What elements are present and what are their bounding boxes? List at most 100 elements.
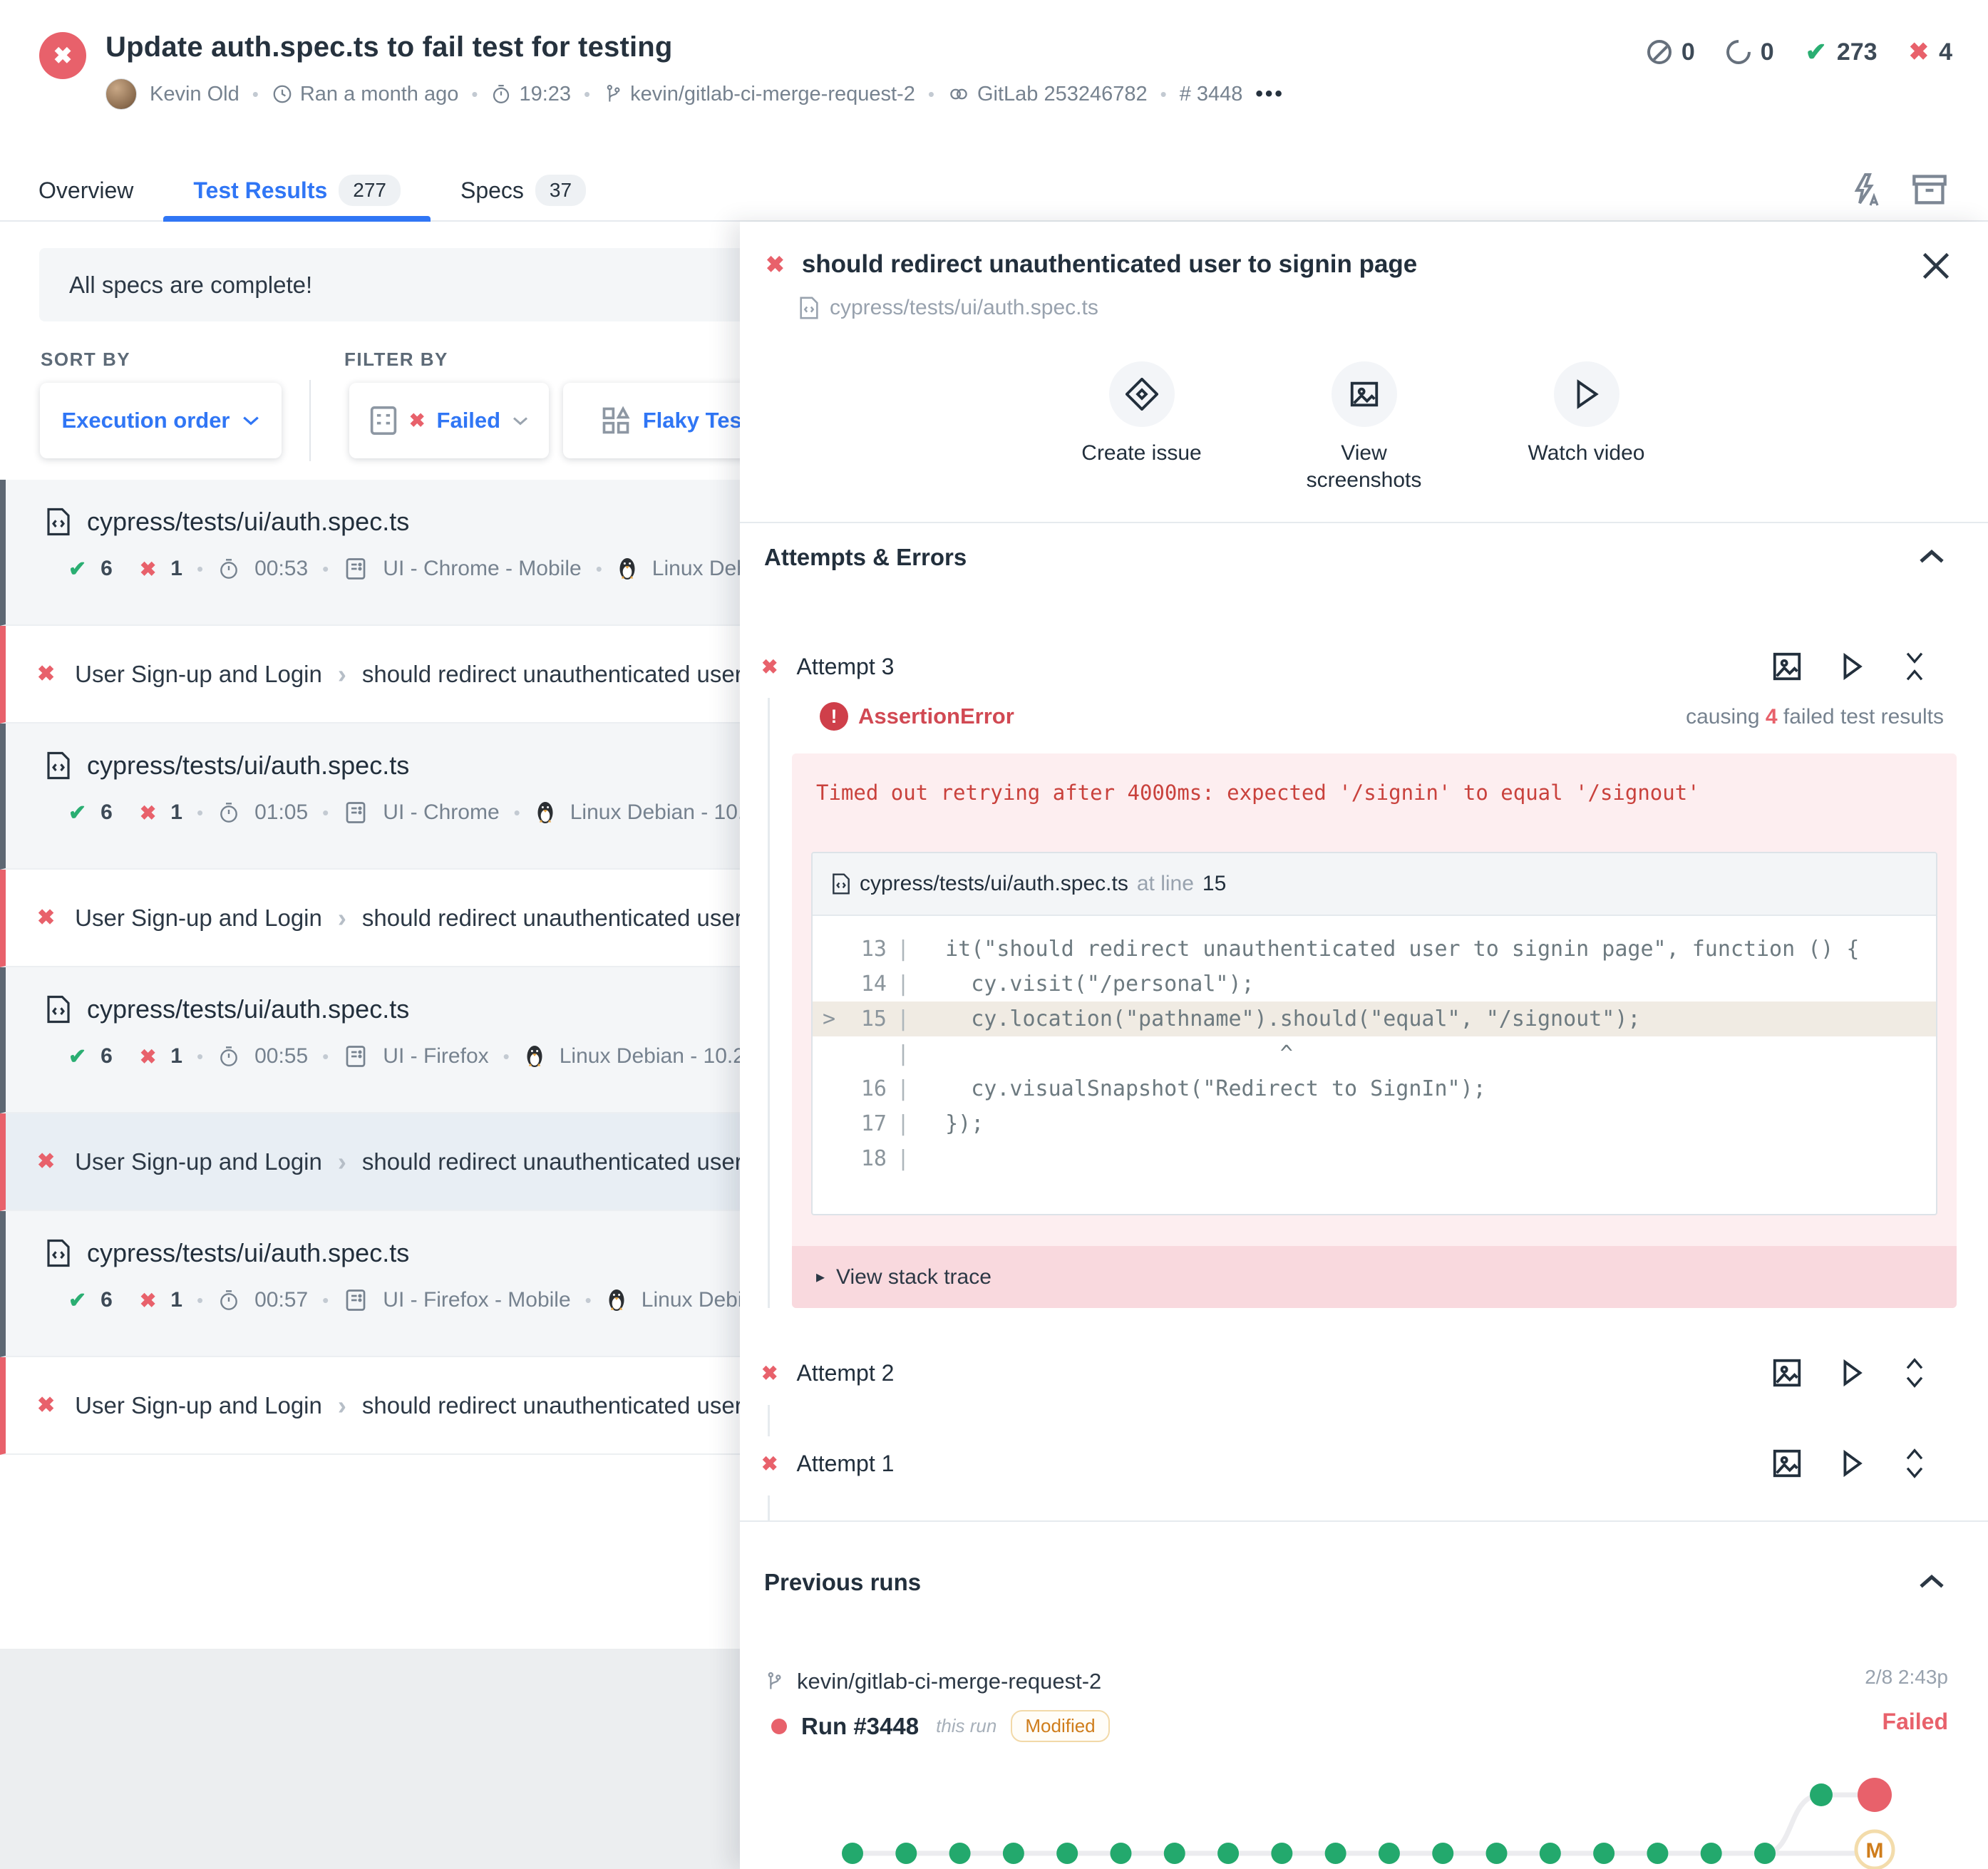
passed-run-dot[interactable] (1754, 1843, 1776, 1864)
ci-provider: GitLab 253246782 (947, 83, 1148, 106)
test-row[interactable]: ✖ User Sign-up and Login › should redire… (0, 1357, 740, 1455)
tab-bar: Overview Test Results 277 Specs 37 (0, 160, 1988, 222)
create-issue-button[interactable]: Create issue (1071, 361, 1213, 493)
attempt-connector-line (768, 1405, 770, 1436)
attempt-3-row[interactable]: ✖ Attempt 3 (761, 644, 1966, 689)
viewport-icon (346, 1046, 366, 1067)
failed-x-icon: ✖ (139, 1289, 157, 1312)
passed-run-dot[interactable] (1485, 1843, 1508, 1864)
close-icon[interactable] (1920, 250, 1954, 284)
spec-row[interactable]: cypress/tests/ui/auth.spec.ts ✔ 6 ✖ 1 • 00… (0, 1211, 740, 1357)
spec-row[interactable]: cypress/tests/ui/auth.spec.ts ✔ 6 ✖ 1 • 00… (0, 967, 740, 1113)
dot-separator: • (196, 1289, 204, 1311)
filter-flaky-button[interactable]: Flaky Tests (563, 383, 740, 458)
passed-run-dot[interactable] (1647, 1843, 1669, 1864)
passed-run-dot[interactable] (1002, 1843, 1024, 1864)
filter-by-label: FILTER BY (344, 349, 448, 370)
screenshots-icon[interactable] (1771, 650, 1803, 683)
link-icon (950, 88, 967, 100)
play-icon[interactable] (1838, 650, 1866, 683)
passed-run-dot[interactable] (1810, 1783, 1833, 1806)
test-detail-panel: ✖ should redirect unauthenticated user t… (740, 222, 1988, 1869)
watch-video-button[interactable]: Watch video (1515, 361, 1658, 493)
spec-file-icon (800, 297, 818, 319)
screenshots-icon[interactable] (1771, 1356, 1803, 1389)
breadcrumb-chevron-icon: › (337, 1146, 346, 1176)
code-line: 17 | }); (860, 1111, 984, 1136)
passed-run-dot[interactable] (1593, 1843, 1615, 1864)
dot-separator: • (584, 1289, 592, 1311)
current-failed-run-dot[interactable] (1858, 1778, 1892, 1812)
flash-auto-icon[interactable] (1848, 172, 1883, 209)
branch-icon (607, 85, 620, 102)
passed-run-dot[interactable] (1700, 1843, 1722, 1864)
view-screenshots-button[interactable]: View screenshots (1293, 361, 1436, 493)
failed-x-icon: ✖ (1908, 38, 1930, 66)
test-title: should redirect unauthenticated user to … (801, 250, 1418, 278)
collapse-icon[interactable] (1900, 650, 1929, 683)
play-icon[interactable] (1838, 1447, 1866, 1480)
clock-icon (273, 85, 292, 103)
tab-test-results[interactable]: Test Results 277 (163, 160, 431, 222)
passed-check-icon: ✔ (1805, 37, 1827, 66)
archive-icon[interactable] (1911, 173, 1948, 207)
code-line: >15 | cy.location("pathname").should("equ… (813, 1002, 1936, 1036)
passed-run-dot[interactable] (1056, 1843, 1078, 1864)
branch-name: kevin/gitlab-ci-merge-request-2 (603, 83, 915, 106)
test-row[interactable]: ✖ User Sign-up and Login › should redire… (0, 626, 740, 724)
error-message: Timed out retrying after 4000ms: expecte… (816, 781, 1700, 805)
play-icon[interactable] (1838, 1356, 1866, 1389)
test-row[interactable]: ✖ User Sign-up and Login › should redire… (0, 1113, 740, 1211)
passed-run-dot[interactable] (1432, 1843, 1454, 1864)
run-header: ✖ Update auth.spec.ts to fail test for t… (0, 0, 1988, 160)
run-link[interactable]: Run #3448 (801, 1712, 920, 1739)
stopwatch-icon (220, 559, 237, 579)
passed-run-dot[interactable] (842, 1843, 863, 1864)
passed-run-dot[interactable] (1378, 1843, 1400, 1864)
passed-run-dot[interactable] (1163, 1843, 1185, 1864)
divider (740, 522, 1988, 523)
dot-separator: • (513, 801, 520, 823)
sort-order-dropdown[interactable]: Execution order (40, 383, 282, 458)
spec-row[interactable]: cypress/tests/ui/auth.spec.ts ✔ 6 ✖ 1 • 00… (0, 480, 740, 626)
expand-icon[interactable] (1900, 1356, 1929, 1389)
filter-failed-button[interactable]: ✖ Failed (349, 383, 549, 458)
passed-run-dot[interactable] (1539, 1843, 1561, 1864)
tab-specs[interactable]: Specs 37 (431, 160, 616, 220)
code-frame: cypress/tests/ui/auth.spec.ts at line 15… (811, 852, 1937, 1215)
error-icon: ! (820, 702, 848, 731)
attempt-3-actions (1771, 650, 1929, 683)
passed-check-icon: ✔ (68, 1288, 87, 1312)
failed-x-icon: ✖ (408, 409, 426, 431)
attempt-1-row[interactable]: ✖ Attempt 1 (761, 1441, 1966, 1486)
dot-separator: • (1160, 83, 1167, 105)
spec-row[interactable]: cypress/tests/ui/auth.spec.ts ✔ 6 ✖ 1 • 01… (0, 724, 740, 870)
play-icon (1577, 379, 1599, 409)
attempt-2-row[interactable]: ✖ Attempt 2 (761, 1350, 1966, 1396)
tab-overview[interactable]: Overview (38, 177, 134, 203)
spec-file-icon (833, 873, 850, 895)
previous-run-row[interactable]: Run #3448 this run Modified (771, 1710, 1110, 1742)
dot-separator: • (196, 557, 204, 580)
passed-run-dot[interactable] (1217, 1843, 1240, 1864)
more-actions-button[interactable]: ••• (1255, 82, 1284, 105)
linux-penguin-icon (609, 1289, 624, 1311)
previous-runs-heading: Previous runs (764, 1569, 922, 1595)
avatar (105, 78, 137, 110)
view-stack-trace-button[interactable]: ▸ View stack trace (792, 1246, 1957, 1308)
passed-run-dot[interactable] (1110, 1843, 1132, 1864)
passed-run-dot[interactable] (949, 1843, 971, 1864)
passed-run-dot[interactable] (1271, 1843, 1293, 1864)
test-row[interactable]: ✖ User Sign-up and Login › should redire… (0, 870, 740, 967)
code-lines: 13 | it("should redirect unauthenticated … (813, 916, 1936, 1176)
collapse-attempts-icon[interactable] (1917, 548, 1946, 565)
run-stats: 0 0 ✔ 273 ✖ 4 (1647, 34, 1952, 70)
passed-run-dot[interactable] (1324, 1843, 1346, 1864)
breadcrumb-chevron-icon: › (337, 1390, 346, 1420)
collapse-previous-runs-icon[interactable] (1917, 1573, 1946, 1590)
expand-icon[interactable] (1900, 1447, 1929, 1480)
screenshots-icon[interactable] (1771, 1447, 1803, 1480)
passed-check-icon: ✔ (68, 1044, 87, 1069)
failed-x-icon: ✖ (139, 557, 157, 580)
passed-run-dot[interactable] (895, 1843, 917, 1864)
